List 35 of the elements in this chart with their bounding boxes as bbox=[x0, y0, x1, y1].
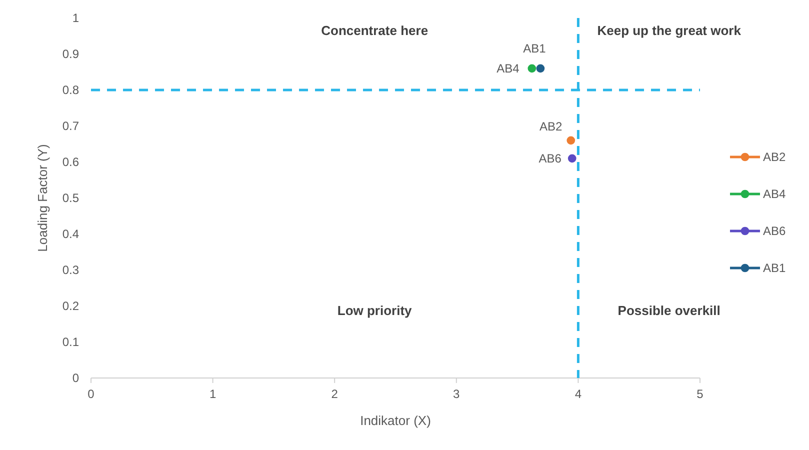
point bbox=[528, 64, 536, 73]
point bbox=[566, 136, 576, 145]
y-tick-label: 0.8 bbox=[62, 83, 80, 97]
point bbox=[568, 154, 576, 163]
text: AB6 bbox=[538, 151, 562, 166]
y-tick-label: 0.3 bbox=[62, 263, 80, 277]
y-tick-label: 0.1 bbox=[62, 335, 80, 349]
x-tick-label: 1 bbox=[209, 387, 216, 401]
text: AB4 bbox=[496, 61, 520, 76]
x-tick-label: 4 bbox=[574, 387, 582, 401]
legend-label: AB4 bbox=[763, 187, 786, 201]
text: AB2 bbox=[540, 119, 562, 134]
annotation: Concentrate here bbox=[321, 23, 428, 38]
legend-label: AB1 bbox=[763, 261, 786, 275]
x-axis-title: Indikator (X) bbox=[360, 413, 431, 428]
x-tick-label: 0 bbox=[88, 387, 95, 401]
x-tick-label: 5 bbox=[696, 387, 704, 401]
point bbox=[536, 64, 545, 73]
y-tick-label: 0.5 bbox=[62, 191, 80, 205]
y-tick-label: 0 bbox=[72, 371, 80, 385]
y-tick-label: 1 bbox=[72, 11, 80, 25]
y-tick-label: 0.9 bbox=[62, 47, 80, 61]
annotation: Keep up the great work bbox=[597, 23, 742, 38]
legend-label: AB2 bbox=[763, 150, 786, 164]
y-tick-label: 0.7 bbox=[62, 119, 80, 133]
y-tick-label: 0.6 bbox=[62, 155, 80, 169]
text: AB1 bbox=[523, 41, 546, 56]
x-tick-label: 2 bbox=[331, 387, 338, 401]
annotation: Low priority bbox=[337, 303, 413, 318]
annotation: Possible overkill bbox=[618, 303, 720, 318]
x-tick-label: 3 bbox=[453, 387, 460, 401]
y-axis-title: Loading Factor (Y) bbox=[35, 144, 50, 252]
y-tick-label: 0.2 bbox=[62, 299, 80, 313]
y-tick-label: 0.4 bbox=[62, 227, 80, 241]
legend-label: AB6 bbox=[763, 224, 786, 238]
